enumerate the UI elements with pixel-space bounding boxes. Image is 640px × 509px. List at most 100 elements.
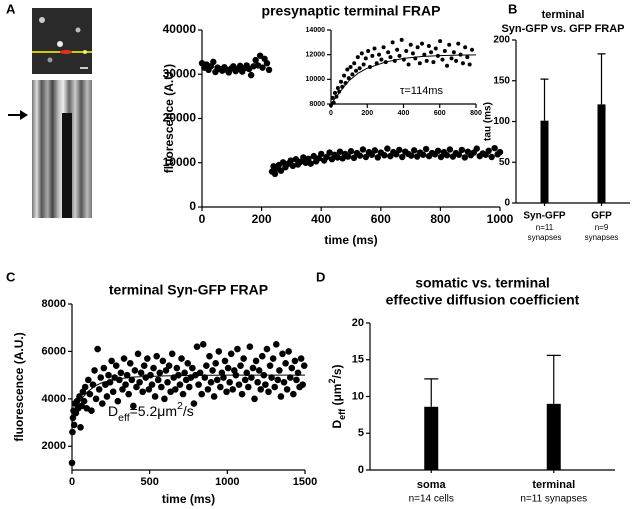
point bbox=[291, 357, 299, 365]
point bbox=[221, 357, 229, 365]
point bbox=[355, 55, 360, 60]
point bbox=[310, 152, 317, 160]
point bbox=[258, 352, 266, 360]
point bbox=[272, 341, 280, 348]
x-tick-label: GFP bbox=[591, 211, 612, 222]
point bbox=[153, 352, 160, 360]
x-tick-label: 0 bbox=[329, 110, 333, 117]
point bbox=[158, 383, 165, 391]
point bbox=[126, 359, 134, 367]
chart-title: somatic vs. terminal bbox=[415, 275, 550, 291]
point bbox=[456, 41, 461, 46]
point bbox=[381, 152, 388, 159]
point bbox=[431, 60, 436, 65]
y-tick-label: 20000 bbox=[163, 111, 197, 125]
x-axis-label: time (ms) bbox=[324, 233, 377, 247]
y-tick-label: 8000 bbox=[309, 101, 325, 108]
point bbox=[388, 55, 393, 60]
point bbox=[363, 56, 368, 61]
point bbox=[165, 362, 173, 369]
point bbox=[184, 359, 192, 367]
error-bar bbox=[424, 378, 439, 407]
point bbox=[410, 147, 418, 154]
point bbox=[397, 53, 402, 58]
point bbox=[269, 355, 277, 362]
point bbox=[271, 170, 279, 178]
point bbox=[210, 393, 218, 400]
point bbox=[305, 155, 312, 162]
x-tick-label: 0 bbox=[69, 476, 75, 488]
panel-label: D bbox=[316, 269, 325, 284]
point bbox=[125, 390, 132, 398]
point bbox=[190, 400, 198, 407]
point bbox=[217, 383, 224, 391]
point bbox=[212, 359, 219, 367]
annotation-part: /s bbox=[183, 403, 194, 419]
point bbox=[361, 62, 366, 67]
y-tick-label: 8000 bbox=[42, 298, 66, 310]
point bbox=[419, 41, 424, 46]
point bbox=[240, 355, 247, 362]
point bbox=[330, 95, 335, 100]
point bbox=[379, 57, 384, 62]
point bbox=[266, 362, 274, 369]
point bbox=[85, 376, 92, 384]
point bbox=[207, 378, 215, 386]
point bbox=[88, 407, 95, 415]
x-tick-label: 200 bbox=[361, 110, 373, 117]
point bbox=[442, 48, 447, 53]
point bbox=[445, 63, 449, 68]
point bbox=[336, 148, 344, 155]
point bbox=[437, 153, 445, 161]
point bbox=[159, 357, 167, 365]
point bbox=[390, 40, 395, 45]
point bbox=[263, 345, 271, 353]
point bbox=[354, 68, 359, 73]
x-tick-label: 400 bbox=[398, 110, 410, 117]
point bbox=[189, 364, 196, 372]
point bbox=[460, 61, 465, 66]
point bbox=[280, 378, 288, 386]
point bbox=[395, 47, 400, 52]
error-bar bbox=[546, 354, 561, 404]
point bbox=[237, 362, 244, 369]
point bbox=[408, 42, 413, 47]
point bbox=[77, 424, 84, 431]
point bbox=[68, 459, 76, 467]
sample-size: synapses bbox=[528, 233, 562, 242]
point bbox=[276, 367, 283, 374]
point bbox=[410, 51, 415, 56]
point bbox=[224, 364, 232, 372]
point bbox=[86, 390, 94, 398]
point bbox=[171, 386, 179, 393]
point bbox=[381, 45, 386, 50]
point bbox=[136, 378, 143, 386]
point bbox=[463, 45, 468, 50]
point bbox=[238, 390, 246, 398]
x-tick-label: 1000 bbox=[487, 212, 514, 226]
point bbox=[199, 341, 207, 348]
point bbox=[144, 355, 151, 362]
point bbox=[179, 390, 187, 398]
point bbox=[344, 153, 352, 160]
y-axis-label: fluorescence (A.U.) bbox=[12, 332, 26, 441]
point bbox=[446, 146, 454, 153]
point bbox=[247, 71, 255, 79]
point bbox=[274, 376, 282, 384]
y-tick-label: 4000 bbox=[42, 393, 66, 405]
point bbox=[455, 151, 463, 158]
point bbox=[130, 402, 137, 410]
point bbox=[254, 378, 261, 386]
point bbox=[488, 153, 495, 161]
point bbox=[109, 388, 117, 396]
point bbox=[465, 55, 470, 60]
x-tick-label: terminal bbox=[532, 479, 575, 491]
point bbox=[89, 381, 97, 388]
point bbox=[150, 364, 157, 372]
y-tick-label: 200 bbox=[493, 35, 510, 46]
point bbox=[92, 395, 100, 403]
point bbox=[399, 153, 406, 161]
arrow bbox=[8, 110, 28, 120]
micrograph bbox=[32, 8, 92, 218]
y-axis-label-part: eff bbox=[337, 408, 347, 420]
